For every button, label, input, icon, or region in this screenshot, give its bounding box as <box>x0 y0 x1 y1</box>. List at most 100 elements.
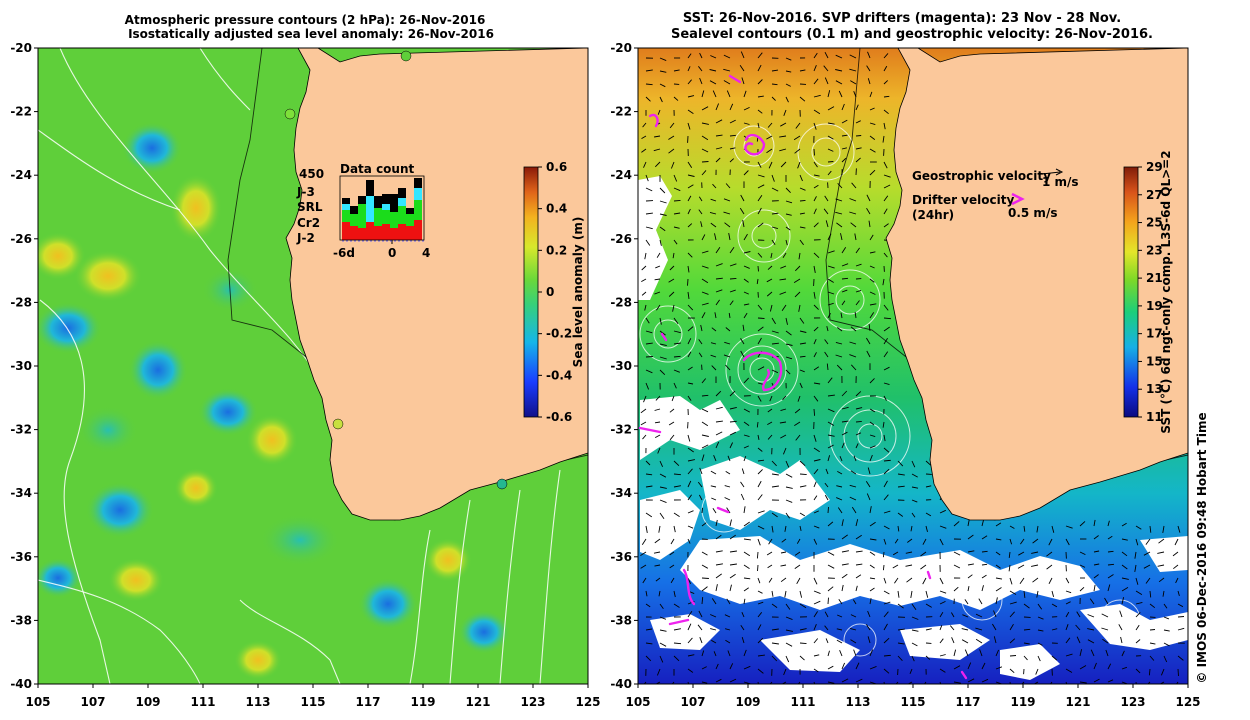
tide-gauge-marker[interactable] <box>400 50 412 62</box>
lat-tick-label: -36 <box>610 550 632 564</box>
velocity-arrow <box>813 408 816 416</box>
velocity-arrow <box>841 534 848 540</box>
velocity-arrow <box>1121 522 1127 527</box>
velocity-arrow <box>729 247 735 254</box>
velocity-arrow <box>779 135 787 138</box>
velocity-arrow <box>1135 681 1137 684</box>
velocity-arrow <box>911 629 919 632</box>
velocity-arrow <box>837 327 843 332</box>
velocity-arrow <box>1093 678 1100 683</box>
velocity-arrow <box>836 628 843 631</box>
velocity-arrow <box>727 650 731 657</box>
velocity-arrow <box>771 460 777 467</box>
svp-drifter-tracks[interactable] <box>638 74 968 680</box>
velocity-arrow <box>659 642 667 647</box>
velocity-arrow <box>715 147 723 150</box>
velocity-arrow <box>841 119 848 124</box>
velocity-arrow <box>961 639 969 644</box>
velocity-arrow <box>641 148 647 153</box>
velocity-arrow <box>715 263 723 267</box>
velocity-arrow <box>981 678 989 683</box>
velocity-arrow <box>835 54 843 59</box>
velocity-arrow <box>740 481 745 488</box>
velocity-arrow <box>701 265 709 269</box>
velocity-arrow <box>715 534 722 540</box>
velocity-arrow <box>1065 525 1073 529</box>
velocity-arrow <box>729 678 737 683</box>
velocity-arrow <box>967 586 970 592</box>
velocity-arrow <box>883 304 889 311</box>
velocity-arrow <box>835 354 843 358</box>
velocity-arrow <box>920 564 927 570</box>
velocity-arrow <box>727 455 731 462</box>
velocity-arrow <box>645 473 653 476</box>
velocity-arrow <box>962 614 969 618</box>
right-map[interactable]: SST: 26-Nov-2016. SVP drifters (magenta)… <box>610 11 1209 691</box>
velocity-arrow <box>757 252 763 258</box>
velocity-arrow <box>1120 636 1123 644</box>
velocity-arrow <box>687 480 692 488</box>
velocity-arrow <box>670 538 675 545</box>
velocity-arrow <box>641 135 647 139</box>
velocity-arrow <box>813 174 820 177</box>
tide-gauge-marker[interactable] <box>496 478 508 490</box>
velocity-arrow <box>905 564 913 567</box>
velocity-arrow <box>981 563 988 566</box>
lat-tick-label: -32 <box>10 423 32 437</box>
velocity-arrow <box>687 577 692 584</box>
velocity-arrow <box>767 434 773 440</box>
velocity-arrow <box>645 239 651 246</box>
velocity-arrow <box>883 174 891 178</box>
lon-axes: 105 107 109 111 113 115 117 119 121 123 125 105 107 1… <box>25 684 1201 709</box>
velocity-arrow <box>827 455 831 462</box>
velocity-arrow <box>1079 681 1087 684</box>
velocity-arrow <box>1031 564 1039 567</box>
velocity-legend: Geostrophic velocity 1 m/s Drifter veloc… <box>912 168 1079 222</box>
velocity-arrow <box>951 612 955 618</box>
tide-gauge-marker[interactable] <box>332 418 344 430</box>
velocity-arrow <box>883 538 887 545</box>
left-map-plot-area[interactable] <box>30 48 588 684</box>
velocity-arrow <box>869 598 872 605</box>
velocity-arrow <box>701 577 709 579</box>
velocity-arrow <box>701 302 709 306</box>
left-map[interactable]: Atmospheric pressure contours (2 hPa): 2… <box>10 13 589 691</box>
velocity-arrow <box>654 135 661 138</box>
velocity-arrow <box>1009 638 1016 644</box>
velocity-arrow <box>1046 564 1053 570</box>
velocity-arrow <box>799 355 806 358</box>
velocity-arrow <box>1008 564 1011 572</box>
tide-gauge-marker[interactable] <box>284 108 296 120</box>
velocity-arrow <box>654 291 661 295</box>
velocity-arrow <box>849 341 857 345</box>
velocity-arrow <box>767 122 773 128</box>
velocity-arrow <box>725 471 731 475</box>
velocity-arrow <box>1036 525 1039 533</box>
right-map-plot-area[interactable] <box>638 48 1188 689</box>
velocity-arrow <box>883 326 890 332</box>
velocity-arrow <box>853 455 857 462</box>
velocity-arrow <box>897 603 904 609</box>
velocity-arrow <box>799 382 803 389</box>
velocity-arrow <box>668 278 675 283</box>
velocity-arrow <box>1121 650 1125 657</box>
velocity-arrow <box>673 382 677 389</box>
velocity-arrow <box>1107 535 1113 540</box>
velocity-arrow <box>697 624 703 631</box>
velocity-arrow <box>771 226 779 230</box>
velocity-arrow <box>658 590 661 597</box>
velocity-arrow <box>699 637 703 644</box>
velocity-arrow <box>910 590 913 598</box>
velocity-arrow <box>715 584 718 592</box>
velocity-arrow <box>1177 668 1179 677</box>
velocity-arrow <box>883 95 890 98</box>
velocity-arrow <box>784 525 787 532</box>
sst-colorbar-bar <box>1123 166 1139 418</box>
velocity-arrow <box>767 408 773 413</box>
lat-tick-label: -34 <box>10 486 32 500</box>
velocity-arrow <box>794 148 801 154</box>
velocity-arrow <box>1107 584 1111 592</box>
sst-colorbar: 29 27 25 23 21 19 17 15 13 11 SST (°C) 6d ngt-onl… <box>1123 150 1173 434</box>
velocity-arrow <box>981 662 986 670</box>
velocity-arrow <box>687 291 690 299</box>
